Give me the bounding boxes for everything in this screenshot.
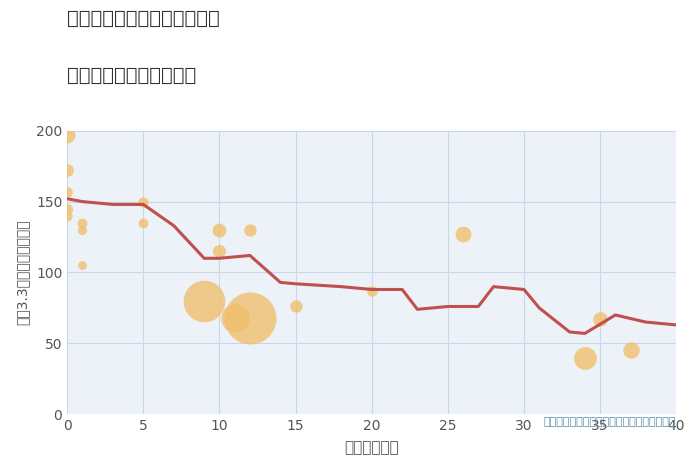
Point: [594, 315, 606, 323]
Text: 愛知県名古屋市熱田区花町の: 愛知県名古屋市熱田区花町の: [67, 9, 220, 28]
Point: [625, 347, 636, 354]
Point: [199, 297, 210, 305]
Point: [290, 303, 301, 310]
Point: [244, 314, 256, 321]
Point: [77, 262, 88, 269]
Point: [62, 188, 73, 196]
X-axis label: 築年数（年）: 築年数（年）: [344, 440, 399, 455]
Point: [580, 354, 591, 361]
Point: [62, 212, 73, 219]
Point: [244, 226, 256, 234]
Point: [138, 219, 149, 227]
Point: [229, 314, 240, 321]
Point: [138, 198, 149, 205]
Point: [458, 230, 469, 238]
Point: [77, 219, 88, 227]
Point: [62, 167, 73, 174]
Y-axis label: 坪（3.3㎡）単価（万円）: 坪（3.3㎡）単価（万円）: [15, 219, 29, 325]
Text: 築年数別中古戸建て価格: 築年数別中古戸建て価格: [67, 66, 197, 85]
Point: [62, 131, 73, 139]
Point: [214, 247, 225, 255]
Point: [214, 226, 225, 234]
Point: [62, 205, 73, 212]
Point: [77, 226, 88, 234]
Text: 円の大きさは、取引のあった物件面積を示す: 円の大きさは、取引のあった物件面積を示す: [544, 417, 676, 427]
Point: [366, 287, 377, 295]
